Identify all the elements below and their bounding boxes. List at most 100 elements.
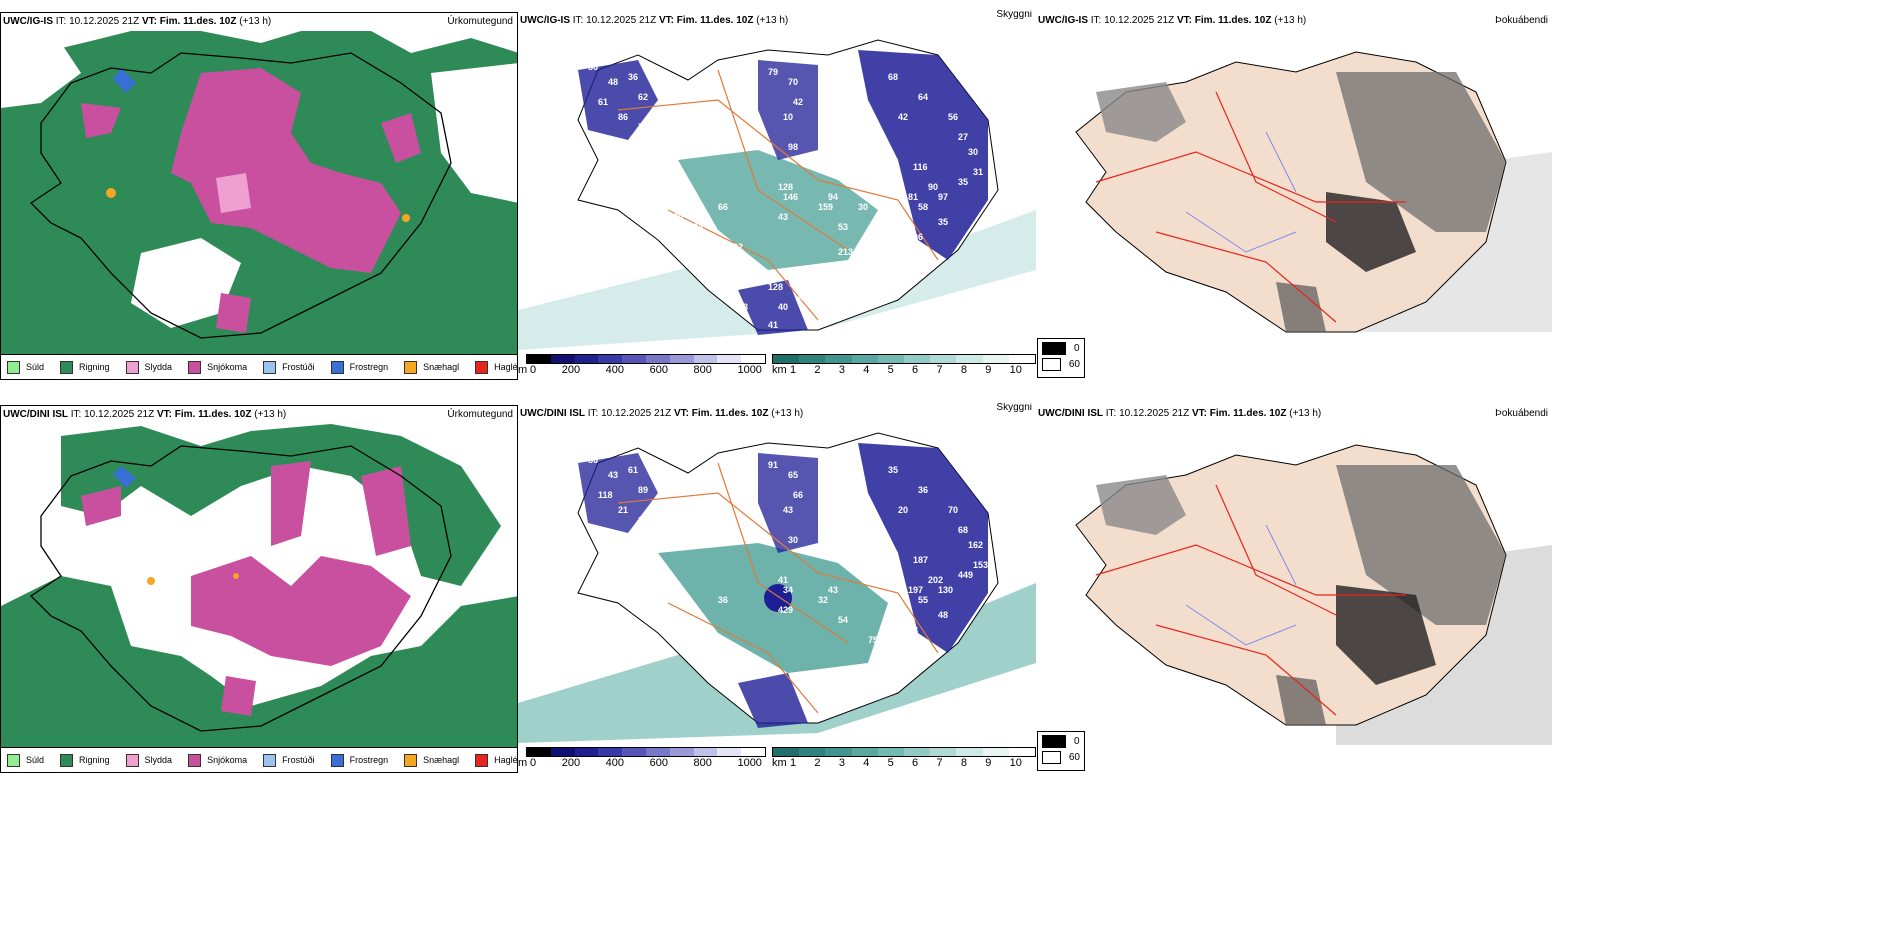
cloud-height-label: 30 <box>968 147 978 157</box>
ceiling-colorbar: m 0 200 400 600 800 1000 <box>518 354 768 378</box>
visibility-tick: 1 <box>790 757 797 769</box>
visibility-tick: 5 <box>887 757 894 769</box>
visibility-tick: 8 <box>960 364 967 376</box>
cloud-height-label: 42 <box>793 97 803 107</box>
visibility-tick: 5 <box>887 364 894 376</box>
cloud-height-label: 202 <box>928 575 943 585</box>
valid-time: Fim. 11.des. 10Z <box>159 16 237 27</box>
visibility-tick: 3 <box>838 364 845 376</box>
visibility-colorbar: km 1 2 3 4 5 6 7 8 9 10 <box>772 354 1036 378</box>
cloud-height-label: 36 <box>628 72 638 82</box>
cloud-height-label: 48 <box>608 77 618 87</box>
ceiling-tick: 800 <box>693 757 712 769</box>
cloud-height-label: 95 <box>653 475 663 485</box>
visibility-colorbar: km 1 2 3 4 5 6 7 8 9 10 <box>772 747 1036 771</box>
init-time: IT: 10.12.2025 21Z <box>70 409 155 420</box>
ceiling-tick: 200 <box>561 757 581 769</box>
cloud-height-label: 128 <box>778 182 793 192</box>
cloud-height-label: 86 <box>588 62 598 72</box>
cloud-height-label: 428 <box>818 262 833 272</box>
legend-swatch <box>330 360 344 374</box>
visibility-tick: 10 <box>1009 364 1022 376</box>
ceiling-unit: m <box>518 364 528 376</box>
cloud-height-label: 190 <box>918 262 933 272</box>
cloud-height-label: 89 <box>638 485 648 495</box>
valid-time: Fim. 11.des. 10Z <box>691 408 769 419</box>
cloud-height-label: 42 <box>798 292 808 302</box>
cloud-height-label: 59 <box>653 82 663 92</box>
cloud-height-label: 31 <box>973 167 983 177</box>
panel-header: UWC/DINI ISL IT: 10.12.2025 21Z VT: Fim.… <box>1 406 517 426</box>
cloud-height-label: 42 <box>898 112 908 122</box>
cloud-height-label: 32 <box>818 595 828 605</box>
cloud-height-label: 68 <box>888 72 898 82</box>
fog-scale-bottom: 60 <box>1068 359 1080 370</box>
cloud-height-label: 764 <box>688 222 703 232</box>
legend-swatch <box>404 753 418 767</box>
cloud-height-label: 20 <box>898 505 908 515</box>
visibility-tick: 6 <box>912 364 919 376</box>
cloud-height-label: 72 <box>868 242 878 252</box>
precip-map[interactable] <box>1 13 518 380</box>
cloud-panel-row2: UWC/DINI ISL IT: 10.12.2025 21Z VT: Fim.… <box>518 403 1036 773</box>
fog-scale-bottom: 60 <box>1068 752 1080 763</box>
cloud-height-label: 77 <box>888 550 898 560</box>
cloud-height-label: 197 <box>908 585 923 595</box>
panel-title: Skyggni <box>996 403 1032 413</box>
cloud-height-label: 140 <box>808 152 823 162</box>
panel-title: Þokuábendi <box>1495 408 1548 419</box>
model-name: UWC/DINI ISL <box>3 409 68 420</box>
legend-item: Rigning <box>60 360 110 374</box>
cloud-height-label: 118 <box>598 490 613 500</box>
cloud-height-label: 43 <box>738 302 748 312</box>
fog-scale-top: 0 <box>1074 343 1080 354</box>
cloud-height-label: 146 <box>783 192 798 202</box>
cloud-height-label: 65 <box>788 470 798 480</box>
cloud-height-label: 91 <box>768 460 778 470</box>
legend-item: Frostregn <box>330 360 388 374</box>
cloud-height-label: 43 <box>828 585 838 595</box>
legend-swatch <box>60 753 74 767</box>
cloud-height-label: 70 <box>788 77 798 87</box>
panel-header: UWC/IG-IS IT: 10.12.2025 21Z VT: Fim. 11… <box>1 13 517 33</box>
cloud-height-label: 86 <box>618 112 628 122</box>
cloud-height-label: 61 <box>628 465 638 475</box>
ceiling-tick: 800 <box>693 364 712 376</box>
init-time: IT: 10.12.2025 21Z <box>55 16 140 27</box>
visibility-unit: km <box>772 364 787 376</box>
cloud-height-label: 63 <box>858 550 868 560</box>
cloud-height-label: 35 <box>888 465 898 475</box>
legend-label: Snæhagl <box>423 755 460 765</box>
cloud-height-label: 85 <box>648 137 658 147</box>
valid-label: VT: <box>1191 408 1207 419</box>
precip-map[interactable] <box>1 406 518 773</box>
legend-item: Frostúði <box>263 753 315 767</box>
cloud-height-label: 35 <box>938 217 948 227</box>
panel-header: UWC/IG-IS IT: 10.12.2025 21Z VT: Fim. 11… <box>518 10 1036 32</box>
panel-title: Skyggni <box>996 10 1032 20</box>
cloud-height-label: 159 <box>818 202 833 212</box>
cloud-height-label: 130 <box>938 585 953 595</box>
cloud-height-label: 36 <box>918 485 928 495</box>
ceiling-tick: 1000 <box>737 364 762 376</box>
cloud-height-label: 70 <box>948 505 958 515</box>
ceiling-tick: 600 <box>649 757 668 769</box>
legend-item: Súld <box>7 753 44 767</box>
cloud-height-label: 177 <box>868 282 883 292</box>
visibility-tick: 6 <box>912 757 919 769</box>
model-name: UWC/IG-IS <box>1038 15 1088 26</box>
legend-item: Haglél <box>475 360 517 374</box>
fog-map[interactable] <box>1036 425 1552 765</box>
legend-item: Frostúði <box>263 360 315 374</box>
cloud-height-label: 171 <box>608 580 623 590</box>
cloud-height-label: 34 <box>808 545 818 555</box>
valid-time: Fim. 11.des. 10Z <box>1194 15 1272 26</box>
cloud-height-label: 30 <box>788 535 798 545</box>
valid-time: Fim. 11.des. 10Z <box>1209 408 1287 419</box>
fog-map[interactable] <box>1036 32 1552 372</box>
lead-time: (+13 h) <box>1274 15 1307 26</box>
legend-swatch <box>60 360 74 374</box>
cloud-height-label: 102 <box>728 242 743 252</box>
